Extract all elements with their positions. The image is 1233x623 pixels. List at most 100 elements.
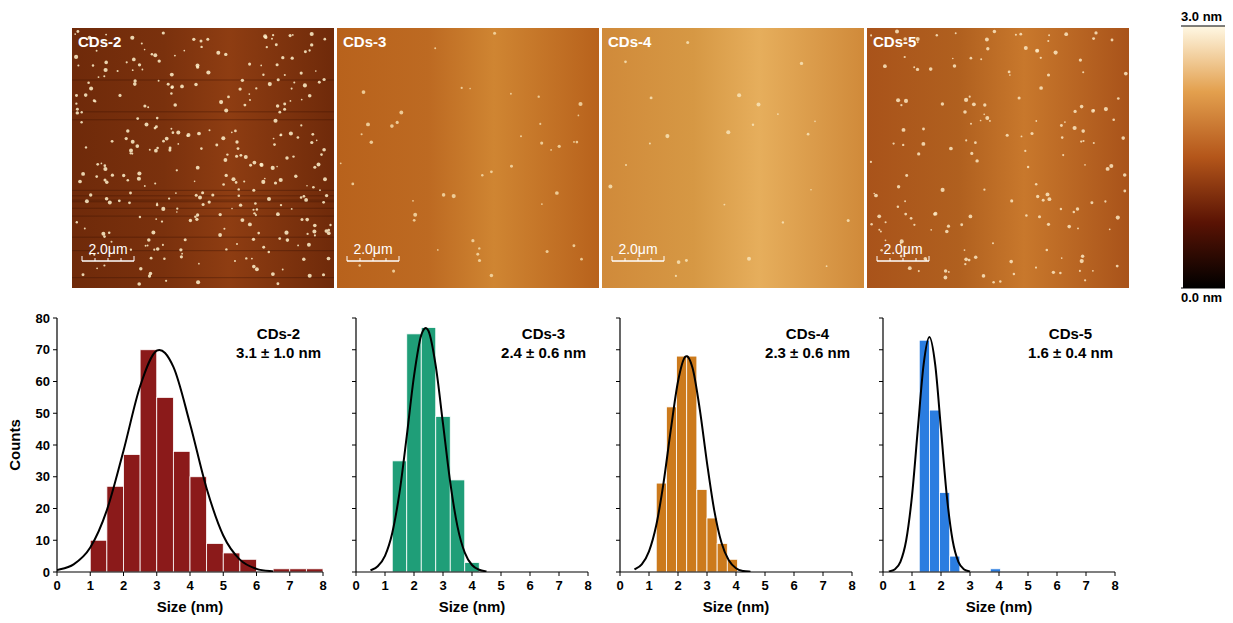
- y-tick-label: 0: [43, 565, 50, 580]
- afm-speckle: [85, 146, 87, 148]
- afm-speckle: [319, 189, 321, 191]
- afm-speckle: [82, 273, 85, 276]
- afm-speckle: [285, 156, 288, 159]
- afm-speckle: [234, 260, 236, 262]
- afm-speckle: [216, 51, 220, 55]
- histogram-bar: [929, 410, 939, 572]
- scale-bar-tick: [134, 256, 135, 261]
- afm-speckle: [278, 111, 281, 114]
- afm-speckle: [255, 267, 259, 271]
- afm-speckle: [370, 140, 373, 143]
- y-tick: [879, 508, 883, 509]
- afm-speckle: [148, 274, 151, 277]
- afm-speckle: [279, 178, 283, 182]
- x-tick: [649, 572, 650, 576]
- y-tick: [879, 381, 883, 382]
- afm-speckle: [313, 166, 316, 169]
- afm-speckle: [539, 123, 541, 125]
- afm-speckle: [293, 81, 295, 83]
- x-tick: [823, 572, 824, 576]
- afm-speckle: [969, 96, 971, 98]
- x-tick: [57, 572, 58, 576]
- x-tick: [443, 572, 444, 576]
- x-tick-label: 3: [703, 578, 710, 593]
- panel-subtitle: 2.4 ± 0.6 nm: [501, 344, 586, 361]
- x-tick: [1028, 572, 1029, 576]
- afm-speckle: [284, 231, 288, 235]
- afm-speckle: [1018, 96, 1021, 99]
- afm-speckle: [1090, 201, 1093, 204]
- x-tick-label: 4: [732, 578, 740, 593]
- afm-speckle: [1035, 183, 1038, 186]
- scale-bar-tick: [108, 258, 109, 261]
- afm-speckle: [723, 204, 725, 206]
- y-tick: [616, 318, 620, 319]
- afm-image: [867, 28, 1129, 288]
- afm-speckle: [219, 100, 223, 104]
- histogram-bar: [157, 397, 174, 572]
- afm-speckle: [300, 218, 303, 221]
- afm-speckle: [985, 116, 989, 120]
- afm-speckle: [75, 94, 78, 97]
- afm-speckle: [481, 174, 483, 176]
- afm-streak: [72, 200, 334, 201]
- afm-speckle: [264, 178, 266, 180]
- afm-speckle: [226, 153, 228, 155]
- afm-speckle: [904, 99, 908, 103]
- afm-speckle: [311, 133, 314, 136]
- histogram-bar: [140, 350, 157, 572]
- afm-speckle: [396, 121, 399, 124]
- afm-speckle: [964, 263, 966, 265]
- afm-speckle: [273, 143, 276, 146]
- afm-speckle: [318, 81, 321, 84]
- afm-speckle: [187, 133, 191, 137]
- afm-speckle: [101, 163, 103, 165]
- afm-panel: CDs-22.0μm: [72, 28, 334, 288]
- afm-speckle: [98, 76, 100, 78]
- afm-label: CDs-5: [873, 33, 916, 50]
- afm-speckle: [129, 192, 132, 195]
- afm-speckle: [271, 166, 275, 170]
- afm-streak: [72, 195, 334, 196]
- afm-speckle: [89, 86, 93, 90]
- afm-speckle: [84, 228, 86, 230]
- afm-speckle: [1035, 267, 1037, 269]
- afm-speckle: [1092, 37, 1095, 40]
- afm-speckle: [196, 213, 199, 216]
- afm-speckle: [171, 85, 174, 88]
- y-tick: [352, 413, 356, 414]
- y-tick-label: 50: [36, 406, 50, 421]
- afm-streak: [72, 237, 334, 238]
- afm-speckle: [239, 204, 242, 207]
- afm-speckle: [546, 250, 549, 253]
- afm-speckle: [271, 272, 275, 276]
- afm-panel: CDs-52.0μm: [867, 28, 1129, 288]
- afm-speckle: [305, 218, 309, 222]
- afm-speckle: [993, 30, 996, 33]
- afm-speckle: [96, 163, 99, 166]
- afm-speckle: [147, 238, 151, 242]
- x-tick-label: 1: [645, 578, 652, 593]
- afm-speckle: [248, 222, 252, 226]
- afm-speckle: [122, 174, 125, 177]
- afm-speckle: [413, 219, 416, 222]
- y-tick: [879, 476, 883, 477]
- x-tick: [588, 572, 589, 576]
- afm-speckle: [103, 75, 105, 77]
- afm-speckle: [89, 193, 92, 196]
- afm-speckle: [156, 117, 159, 120]
- afm-speckle: [885, 221, 887, 223]
- afm-speckle: [180, 255, 183, 258]
- afm-speckle: [312, 186, 315, 189]
- y-tick: [616, 445, 620, 446]
- afm-speckle: [87, 82, 90, 85]
- x-tick-label: 0: [352, 578, 359, 593]
- afm-speckle: [289, 34, 292, 37]
- afm-speckle: [324, 229, 328, 233]
- afm-speckle: [243, 180, 245, 182]
- afm-speckle: [1111, 39, 1114, 42]
- afm-speckle: [92, 64, 94, 66]
- x-tick-label: 6: [1053, 578, 1060, 593]
- y-axis-title: Counts: [6, 419, 23, 471]
- afm-speckle: [108, 231, 111, 234]
